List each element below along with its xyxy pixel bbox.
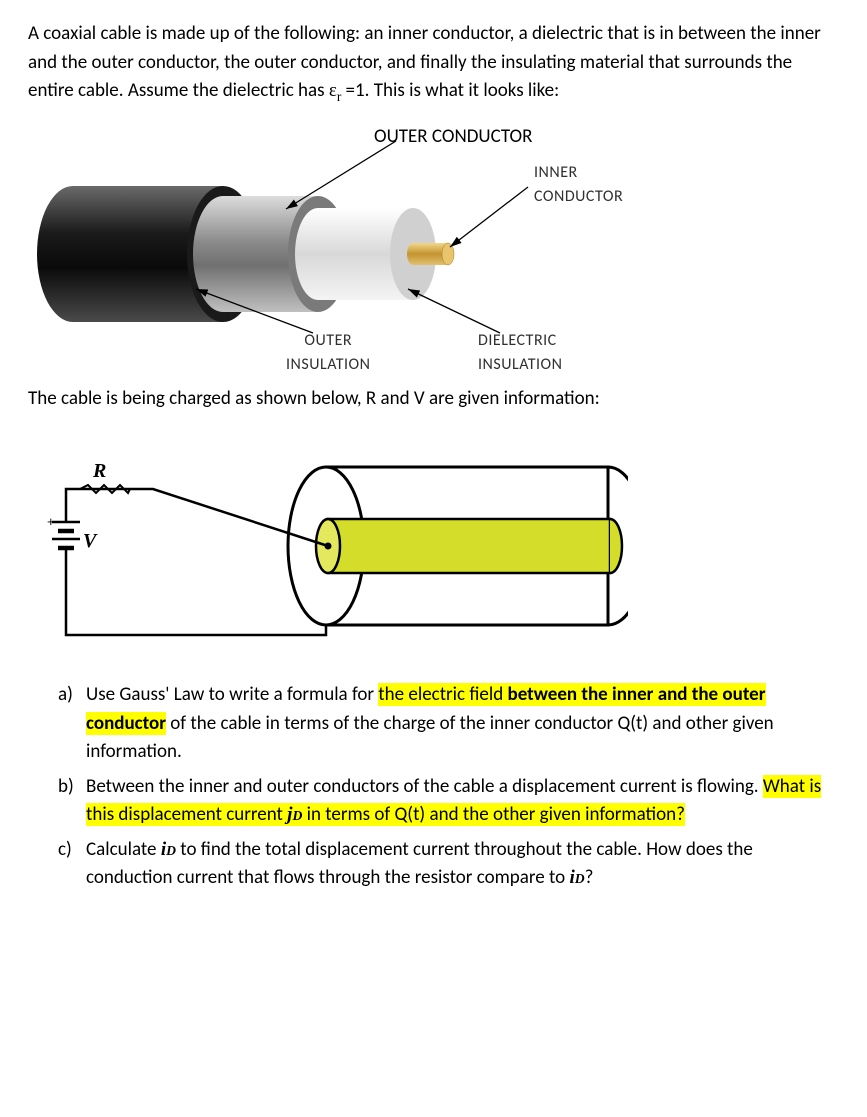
marker-a: a) [58, 681, 73, 710]
label-dielectric: DIELECTRIC INSULATION [478, 329, 562, 377]
epsilon-eq: =1. [341, 79, 369, 102]
qa-pre: Use Gauss' Law to write a formula for [86, 683, 378, 706]
figure-circuit-diagram: R V + [28, 437, 628, 657]
label-outer-insulation: OUTER INSULATION [286, 329, 370, 377]
label-outer-conductor: OUTER CONDUCTOR [374, 123, 532, 152]
qc-pre: Calculate [86, 838, 161, 861]
qc-tail: ? [585, 866, 594, 889]
marker-b: b) [58, 773, 74, 802]
qb-pre: Between the inner and outer conductors o… [86, 775, 763, 798]
label-R: R [92, 460, 106, 482]
label-plus: + [47, 514, 55, 529]
circuit-svg: R V + [28, 437, 628, 657]
marker-c: c) [58, 836, 72, 865]
question-b: b) Between the inner and outer conductor… [58, 773, 839, 830]
leader-inner-conductor [450, 187, 528, 247]
label-V: V [83, 530, 98, 552]
figure-coax-diagram: OUTER CONDUCTOR INNER CONDUCTOR DIELECTR… [28, 119, 668, 379]
question-c: c) Calculate iD to find the total displa… [58, 836, 839, 893]
inner-conductor-shape [407, 243, 454, 265]
leader-dielectric [408, 289, 500, 333]
label-inner-conductor: INNER CONDUCTOR [534, 161, 623, 209]
inner-cylinder [316, 519, 622, 573]
intro-paragraph: A coaxial cable is made up of the follow… [28, 20, 839, 107]
intro-tail: This is what it looks like: [374, 79, 559, 102]
question-a: a) Use Gauss' Law to write a formula for… [58, 681, 839, 767]
circuit-wires [52, 485, 328, 635]
qa-post: of the cable in terms of the charge of t… [86, 712, 774, 764]
mid-paragraph: The cable is being charged as shown belo… [28, 385, 839, 414]
epsilon-symbol: ε [329, 80, 337, 101]
question-list: a) Use Gauss' Law to write a formula for… [58, 681, 839, 893]
qc-mid: to find the total displacement current t… [86, 838, 753, 890]
